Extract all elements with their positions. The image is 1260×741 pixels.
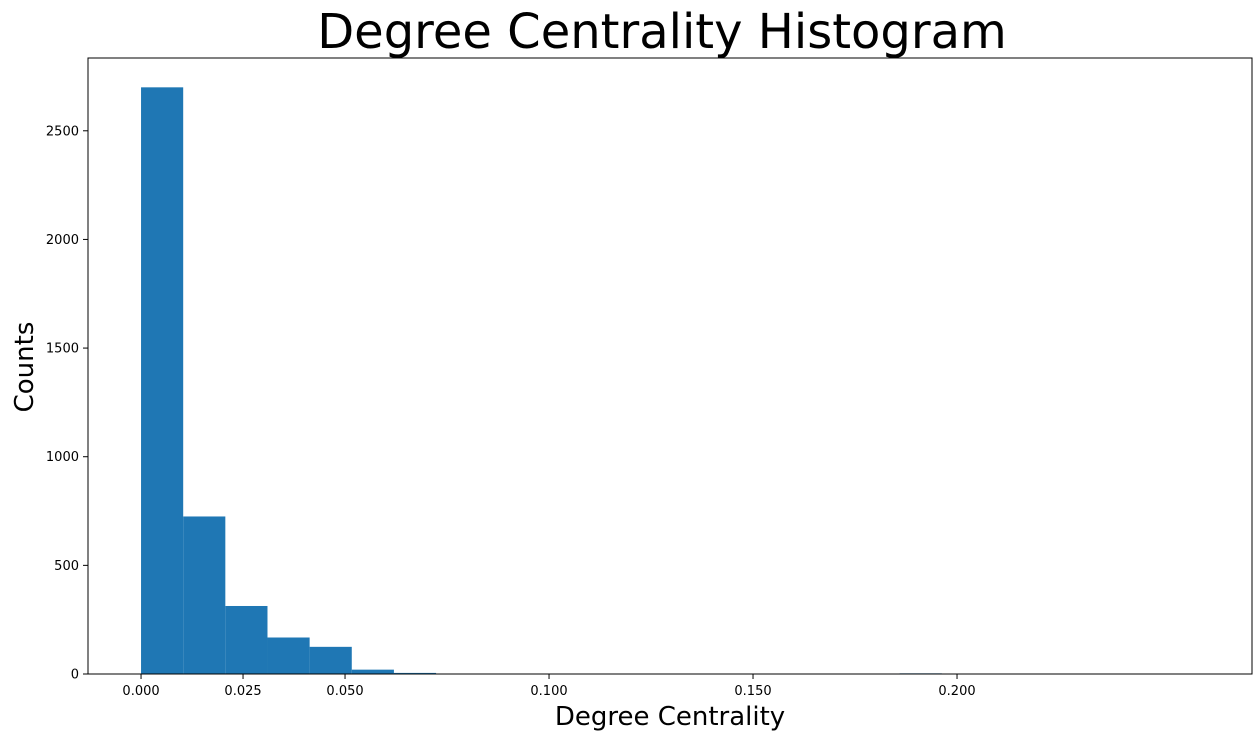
x-axis-label: Degree Centrality (555, 702, 785, 732)
x-axis-ticks: 0.000 0.025 0.050 0.100 0.150 0.200 (122, 674, 976, 699)
chart-title: Degree Centrality Histogram (317, 4, 1007, 60)
histogram-bar-4 (309, 646, 352, 674)
x-tick-label: 0.050 (326, 684, 363, 699)
x-tick-label: 0.100 (530, 684, 567, 699)
bars-group (141, 87, 942, 674)
histogram-bar-5 (351, 669, 394, 674)
x-tick-label: 0.200 (938, 684, 975, 699)
plot-frame (87, 57, 1253, 675)
y-axis-ticks: 0 500 1000 1500 2000 2500 (46, 124, 88, 683)
y-tick-label: 0 (71, 668, 79, 683)
y-tick-label: 1500 (46, 342, 79, 357)
y-axis-label: Counts (10, 322, 40, 413)
x-tick-label: 0.000 (122, 684, 159, 699)
histogram-bar-0 (141, 87, 184, 674)
histogram-bar-6 (393, 672, 437, 674)
y-tick-label: 1000 (46, 450, 79, 465)
y-tick-label: 2000 (46, 233, 79, 248)
histogram-bar-2 (225, 605, 268, 674)
y-tick-label: 500 (54, 559, 79, 574)
x-tick-label: 0.025 (224, 684, 261, 699)
x-tick-label: 0.150 (734, 684, 771, 699)
histogram-bar-3 (267, 637, 310, 674)
y-tick-label: 2500 (46, 124, 79, 139)
histogram-bar-1 (183, 516, 226, 674)
